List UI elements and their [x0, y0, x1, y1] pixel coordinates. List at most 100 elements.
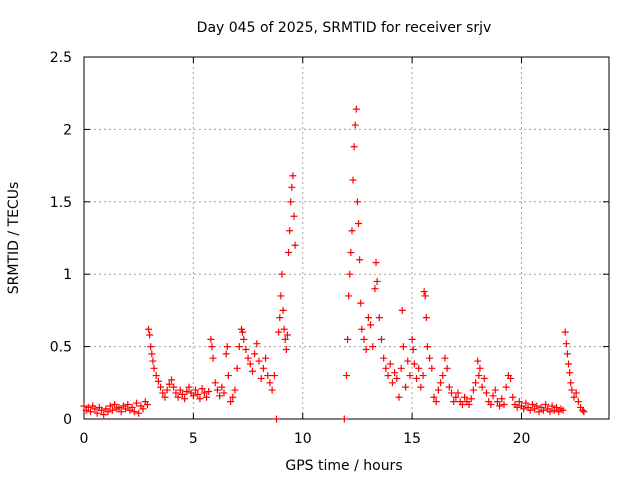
data-point: [207, 335, 215, 343]
data-point: [478, 383, 486, 391]
data-point: [465, 401, 473, 409]
data-point: [288, 183, 296, 191]
data-point: [548, 402, 556, 410]
plot-frame: [83, 56, 610, 420]
data-point: [80, 402, 88, 410]
y-tick-labels: 0 0.5 1 1.5 2 2.5: [50, 50, 72, 428]
data-point: [553, 403, 560, 411]
data-point: [559, 406, 567, 414]
data-point: [115, 403, 123, 411]
data-point: [565, 360, 573, 368]
data-point: [432, 398, 440, 406]
data-point: [489, 392, 497, 400]
data-point: [100, 411, 108, 419]
y-tick-label: 1.5: [50, 195, 72, 211]
data-point: [278, 270, 286, 278]
data-point: [393, 374, 401, 382]
data-point: [371, 285, 379, 293]
data-point: [148, 350, 156, 358]
chart-title: Day 045 of 2025, SRMTID for receiver srj…: [197, 20, 492, 36]
data-point: [574, 398, 582, 406]
data-point: [251, 350, 259, 358]
data-point: [143, 401, 151, 409]
data-point: [178, 390, 186, 398]
data-point: [165, 380, 173, 388]
data-point: [378, 335, 385, 343]
x-tick-label: 15: [403, 431, 421, 447]
data-point: [384, 372, 392, 380]
data-point: [452, 393, 460, 401]
data-point: [229, 393, 237, 401]
data-point: [216, 392, 224, 400]
data-point: [399, 343, 407, 351]
data-point: [415, 364, 423, 372]
data-point: [222, 350, 230, 358]
data-point: [417, 383, 425, 391]
data-point: [133, 399, 140, 407]
data-point: [579, 406, 587, 414]
data-point: [145, 325, 153, 333]
data-point: [487, 401, 495, 409]
data-point: [397, 364, 405, 372]
data-point: [395, 393, 403, 401]
data-point: [388, 379, 396, 387]
data-point: [168, 376, 175, 384]
data-point: [185, 383, 193, 391]
x-tick-labels: 0 5 10 15 20: [80, 431, 531, 447]
data-point: [203, 393, 210, 401]
data-point: [448, 389, 455, 397]
data-point: [533, 402, 541, 410]
data-point: [348, 227, 356, 235]
data-point: [231, 386, 239, 394]
data-point: [546, 408, 554, 416]
data-point: [404, 357, 412, 365]
data-point: [279, 306, 287, 314]
data-point: [380, 354, 388, 362]
data-point: [353, 198, 361, 206]
data-point: [535, 408, 543, 416]
data-point: [491, 386, 499, 394]
data-point: [469, 386, 477, 394]
data-point: [522, 399, 530, 407]
data-point: [189, 392, 197, 400]
data-point: [159, 389, 167, 397]
data-point: [273, 415, 280, 423]
data-point: [289, 172, 297, 180]
data-point: [406, 372, 414, 380]
data-point: [192, 386, 200, 394]
data-point: [220, 389, 228, 397]
data-point: [386, 360, 394, 368]
data-point: [124, 401, 132, 409]
data-point: [200, 389, 208, 397]
data-point: [461, 393, 469, 401]
data-point: [275, 328, 283, 336]
grid-lines: [84, 57, 609, 419]
data-point: [242, 345, 250, 353]
data-points: [80, 105, 588, 423]
data-point: [147, 343, 155, 351]
data-point: [157, 383, 165, 391]
data-point: [445, 383, 453, 391]
data-point: [290, 212, 298, 220]
data-point: [372, 259, 380, 267]
data-point: [172, 389, 180, 397]
data-point: [472, 379, 480, 387]
y-tick-label: 0.5: [50, 340, 72, 356]
data-point: [349, 176, 357, 184]
data-point: [240, 335, 248, 343]
data-point: [423, 343, 431, 351]
data-point: [135, 409, 143, 417]
data-point: [367, 321, 375, 329]
data-point: [480, 374, 488, 382]
data-point: [104, 408, 112, 416]
data-point: [98, 406, 105, 414]
data-point: [181, 395, 189, 403]
data-point: [244, 354, 252, 362]
data-point: [139, 405, 147, 413]
data-point: [277, 292, 285, 300]
data-point: [450, 398, 458, 406]
data-point: [270, 372, 278, 380]
data-point: [259, 364, 267, 372]
data-point: [572, 389, 580, 397]
